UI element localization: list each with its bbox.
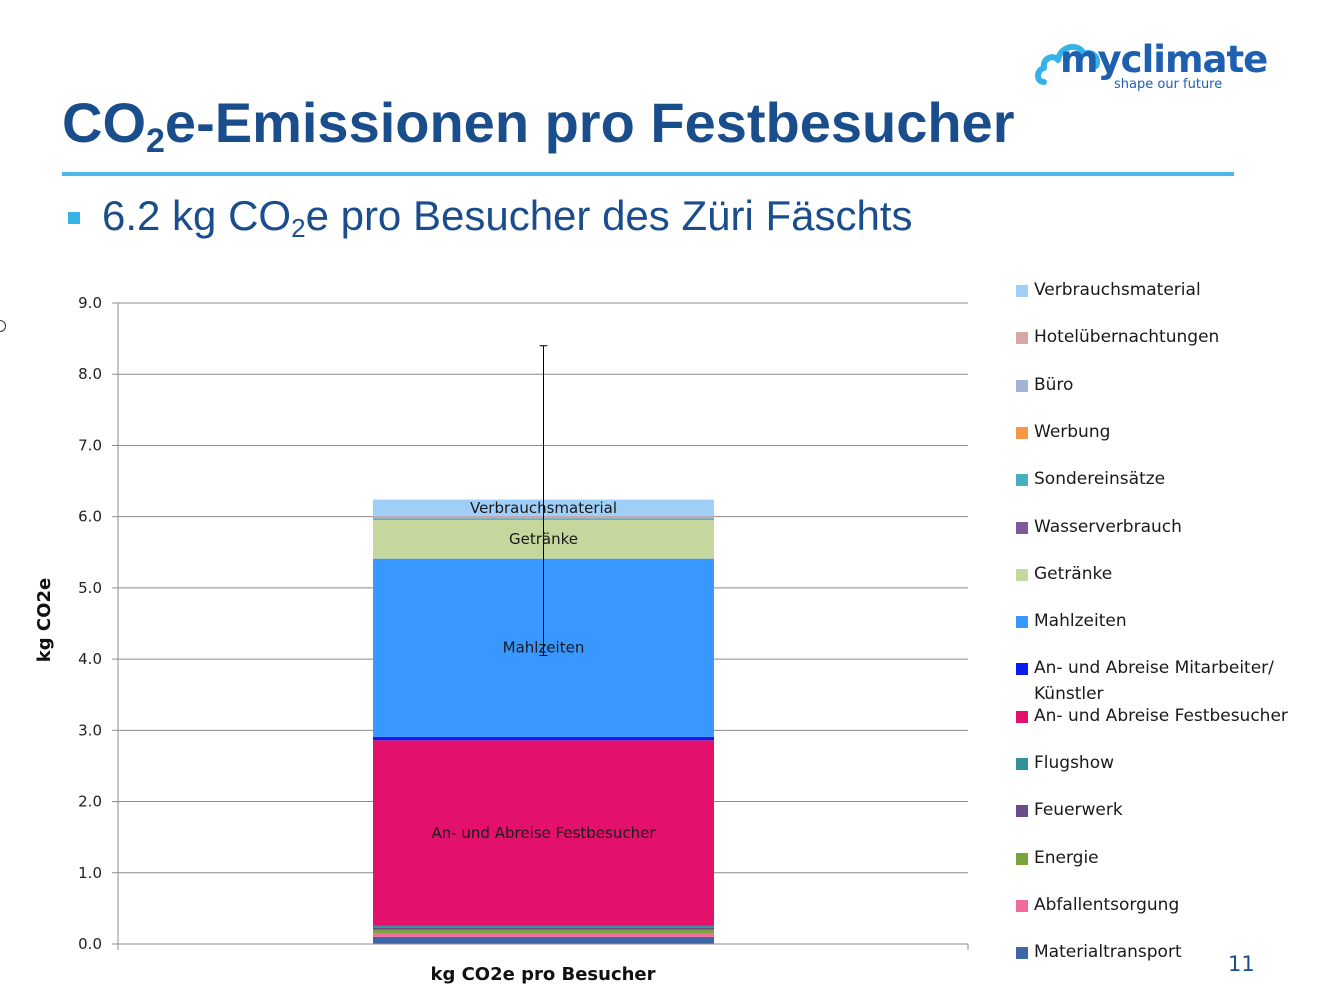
legend-label: An- und Abreise Mitarbeiter/ Künstler bbox=[1034, 658, 1274, 705]
y-tick-label: 2.0 bbox=[78, 793, 102, 811]
legend-item: Hotelübernachtungen bbox=[1016, 327, 1304, 350]
bar-segment-energie bbox=[373, 929, 714, 934]
y-tick-label: 6.0 bbox=[78, 508, 102, 526]
page-title: CO2e-Emissionen pro Festbesucher bbox=[62, 91, 1015, 160]
legend-label: Wasserverbrauch bbox=[1034, 516, 1182, 537]
y-tick-label: 4.0 bbox=[78, 650, 102, 668]
legend-label: Materialtransport bbox=[1034, 942, 1182, 963]
cloud-icon bbox=[1035, 43, 1100, 85]
legend-swatch bbox=[1016, 805, 1028, 818]
legend-label: Feuerwerk bbox=[1034, 800, 1123, 821]
x-axis-title: kg CO2e pro Besucher bbox=[430, 964, 655, 985]
legend-item: Sondereinsätze bbox=[1016, 469, 1304, 492]
legend-label: Getränke bbox=[1034, 563, 1113, 584]
legend-item: An- und Abreise Mitarbeiter/ Künstler bbox=[1016, 658, 1304, 707]
legend-item: Feuerwerk bbox=[1016, 800, 1304, 823]
legend-item: Mahlzeiten bbox=[1016, 611, 1304, 634]
legend-label: Abfallentsorgung bbox=[1034, 894, 1180, 915]
legend-label: Verbrauchsmaterial bbox=[1034, 280, 1201, 300]
page-number: 11 bbox=[1228, 952, 1255, 976]
bar-segment-abfallentsorgung bbox=[373, 933, 714, 937]
legend-swatch bbox=[1016, 710, 1028, 723]
legend-swatch bbox=[1016, 332, 1028, 345]
legend-item: Wasserverbrauch bbox=[1016, 517, 1304, 540]
bullet-text: 6.2 kg CO2e pro Besucher des Züri Fäscht… bbox=[102, 192, 913, 243]
legend-swatch bbox=[1016, 758, 1028, 770]
title-underline bbox=[62, 172, 1234, 176]
bar-segment-materialtransport bbox=[373, 936, 714, 944]
legend-swatch bbox=[1016, 899, 1028, 912]
legend-label: Sondereinsätze bbox=[1034, 469, 1166, 490]
bullet-square-icon bbox=[68, 212, 80, 224]
y-tick-label: 3.0 bbox=[78, 721, 102, 739]
y-tick-label: 8.0 bbox=[78, 365, 102, 383]
bar-segment-an-und-abreise-festbesucher bbox=[373, 740, 714, 926]
legend-item: Getränke bbox=[1016, 564, 1304, 587]
legend-item: Werbung bbox=[1016, 422, 1304, 445]
legend-label: Energie bbox=[1034, 847, 1099, 868]
legend-swatch bbox=[1016, 379, 1028, 392]
legend-item: Büro bbox=[1016, 375, 1304, 398]
legend-swatch bbox=[1016, 663, 1028, 676]
legend-label: Werbung bbox=[1034, 421, 1111, 442]
myclimate-logo: myclimate shape our future bbox=[1034, 28, 1268, 98]
y-axis-title: kg CO2e bbox=[34, 578, 55, 662]
y-tick-label: 1.0 bbox=[78, 864, 102, 882]
legend-item: Abfallentsorgung bbox=[1016, 895, 1304, 918]
legend-label: Mahlzeiten bbox=[1034, 611, 1127, 632]
y-tick-label: 9.0 bbox=[78, 294, 102, 312]
y-tick-label: 5.0 bbox=[78, 579, 102, 597]
legend-item: Verbrauchsmaterial bbox=[1016, 280, 1304, 303]
y-tick-label: 7.0 bbox=[78, 436, 102, 454]
legend-swatch bbox=[1016, 474, 1028, 487]
segment-data-label: An- und Abreise Festbesucher bbox=[431, 824, 656, 842]
legend-swatch bbox=[1016, 568, 1028, 581]
legend-item: Energie bbox=[1016, 848, 1304, 871]
legend-swatch bbox=[1016, 947, 1028, 960]
logo-name: myclimate bbox=[1060, 38, 1268, 81]
legend-swatch bbox=[1016, 616, 1028, 629]
legend-swatch bbox=[1016, 521, 1028, 534]
legend-label: Hotelübernachtungen bbox=[1034, 327, 1220, 348]
legend-item: An- und Abreise Festbesucher bbox=[1016, 706, 1304, 729]
legend-label: An- und Abreise Festbesucher bbox=[1034, 705, 1288, 726]
stacked-bar-chart: An- und Abreise FestbesucherMahlzeitenGe… bbox=[34, 294, 969, 985]
legend-swatch bbox=[1016, 852, 1028, 865]
bar-segment-feuerwerk bbox=[373, 927, 714, 930]
legend-label: Flugshow bbox=[1034, 753, 1115, 773]
legend-swatch bbox=[1016, 285, 1028, 297]
legend-label: Büro bbox=[1034, 374, 1074, 395]
legend-item: Materialtransport bbox=[1016, 942, 1304, 965]
y-tick-label: 0.0 bbox=[78, 935, 102, 953]
bar-segment-an-und-abreise-mitarbeiter-k-nstler bbox=[373, 736, 714, 741]
legend-item: Flugshow bbox=[1016, 753, 1304, 776]
bar-segment-flugshow bbox=[373, 925, 714, 928]
legend-swatch bbox=[1016, 426, 1028, 439]
logo-tagline: shape our future bbox=[1114, 77, 1223, 92]
